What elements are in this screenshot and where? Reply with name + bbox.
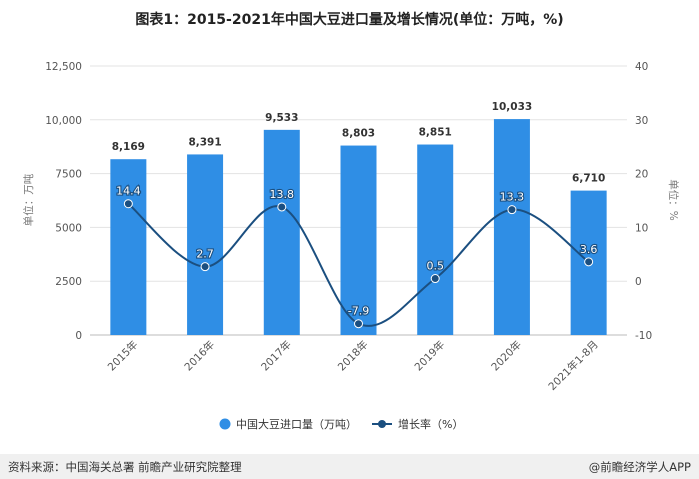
growth-point: [277, 202, 287, 212]
y2-axis-title: 单位：%: [667, 179, 680, 220]
x-tick-label: 2016年: [182, 338, 218, 374]
y-tick-label: 2500: [55, 276, 82, 288]
bar: [493, 119, 530, 335]
legend: 中国大豆进口量（万吨） 增长率（%）: [219, 417, 463, 431]
x-tick-label: 2019年: [412, 338, 448, 374]
line-series: [123, 199, 594, 329]
growth-point: [200, 262, 210, 272]
x-tick-label: 2021年1-8月: [546, 338, 601, 393]
y-tick-label: 0: [75, 330, 82, 342]
growth-point: [123, 199, 133, 209]
y-tick-label: 12,500: [45, 61, 82, 73]
y2-tick-label: 30: [635, 115, 648, 127]
bar: [340, 145, 377, 335]
bar-value-label: 9,533: [265, 112, 298, 124]
y2-tick-label: 10: [635, 222, 648, 234]
y-tick-label: 7500: [55, 169, 82, 181]
growth-value-label: 2.7: [196, 248, 214, 261]
legend-bar-label: 中国大豆进口量（万吨）: [236, 417, 357, 431]
legend-line-dot: [378, 420, 386, 428]
bar-value-label: 8,851: [419, 127, 452, 139]
growth-value-label: 13.8: [270, 188, 295, 201]
x-tick-label: 2017年: [258, 338, 294, 374]
legend-bar-marker: [219, 418, 231, 430]
bar-series: [110, 119, 607, 335]
bar: [417, 144, 454, 335]
x-axis: 2015年 2016年 2017年 2018年 2019年 2020年 2021年1-8月: [105, 338, 601, 393]
growth-point: [354, 319, 363, 329]
footer: 资料来源：中国海关总署 前瞻产业研究院整理 @前瞻经济学人APP: [0, 454, 699, 479]
x-tick-label: 2018年: [335, 338, 371, 374]
y-tick-label: 10,000: [45, 115, 82, 127]
right-axis: -10 0 10 20 30 40: [635, 61, 652, 342]
growth-value-label: 3.6: [580, 243, 598, 256]
source-note: 资料来源：中国海关总署 前瞻产业研究院整理: [8, 460, 242, 474]
growth-point: [507, 205, 517, 215]
brand-credit: @前瞻经济学人APP: [588, 460, 691, 474]
bar-labels: 8,169 8,391 9,533 8,803 8,851 10,033 6,710: [112, 101, 606, 185]
bar: [187, 154, 224, 335]
bar: [110, 159, 147, 335]
bar-value-label: 8,391: [188, 136, 221, 148]
bar-value-label: 8,803: [342, 128, 375, 140]
y2-tick-label: 0: [635, 276, 642, 288]
growth-value-label: -7.9: [348, 305, 369, 318]
left-axis: 0 2500 5000 7500 10,000 12,500: [45, 61, 82, 342]
growth-value-label: 0.5: [426, 260, 444, 273]
bar-value-label: 10,033: [492, 101, 533, 113]
growth-value-label: 14.4: [116, 185, 141, 198]
growth-point: [430, 274, 440, 284]
x-tick-label: 2020年: [489, 338, 525, 374]
bar-value-label: 8,169: [112, 141, 145, 153]
bar-value-label: 6,710: [572, 173, 605, 185]
chart: 0 2500 5000 7500 10,000 12,500 -10 0 10 20 30 40 2…: [22, 61, 680, 431]
y2-tick-label: 40: [635, 61, 648, 73]
bar: [263, 129, 300, 335]
y-axis-title: 单位：万吨: [22, 173, 35, 226]
rate-labels: 14.4 2.7 13.8 -7.9 0.5 13.3 3.6: [115, 184, 598, 319]
x-tick-label: 2015年: [105, 338, 141, 374]
legend-line-label: 增长率（%）: [398, 417, 463, 431]
y-tick-label: 5000: [55, 222, 82, 234]
chart-title: 图表1：2015-2021年中国大豆进口量及增长情况(单位：万吨，%): [135, 12, 564, 28]
y2-tick-label: -10: [635, 330, 652, 342]
growth-point: [584, 257, 594, 267]
growth-value-label: 13.3: [500, 191, 525, 204]
y2-tick-label: 20: [635, 169, 648, 181]
